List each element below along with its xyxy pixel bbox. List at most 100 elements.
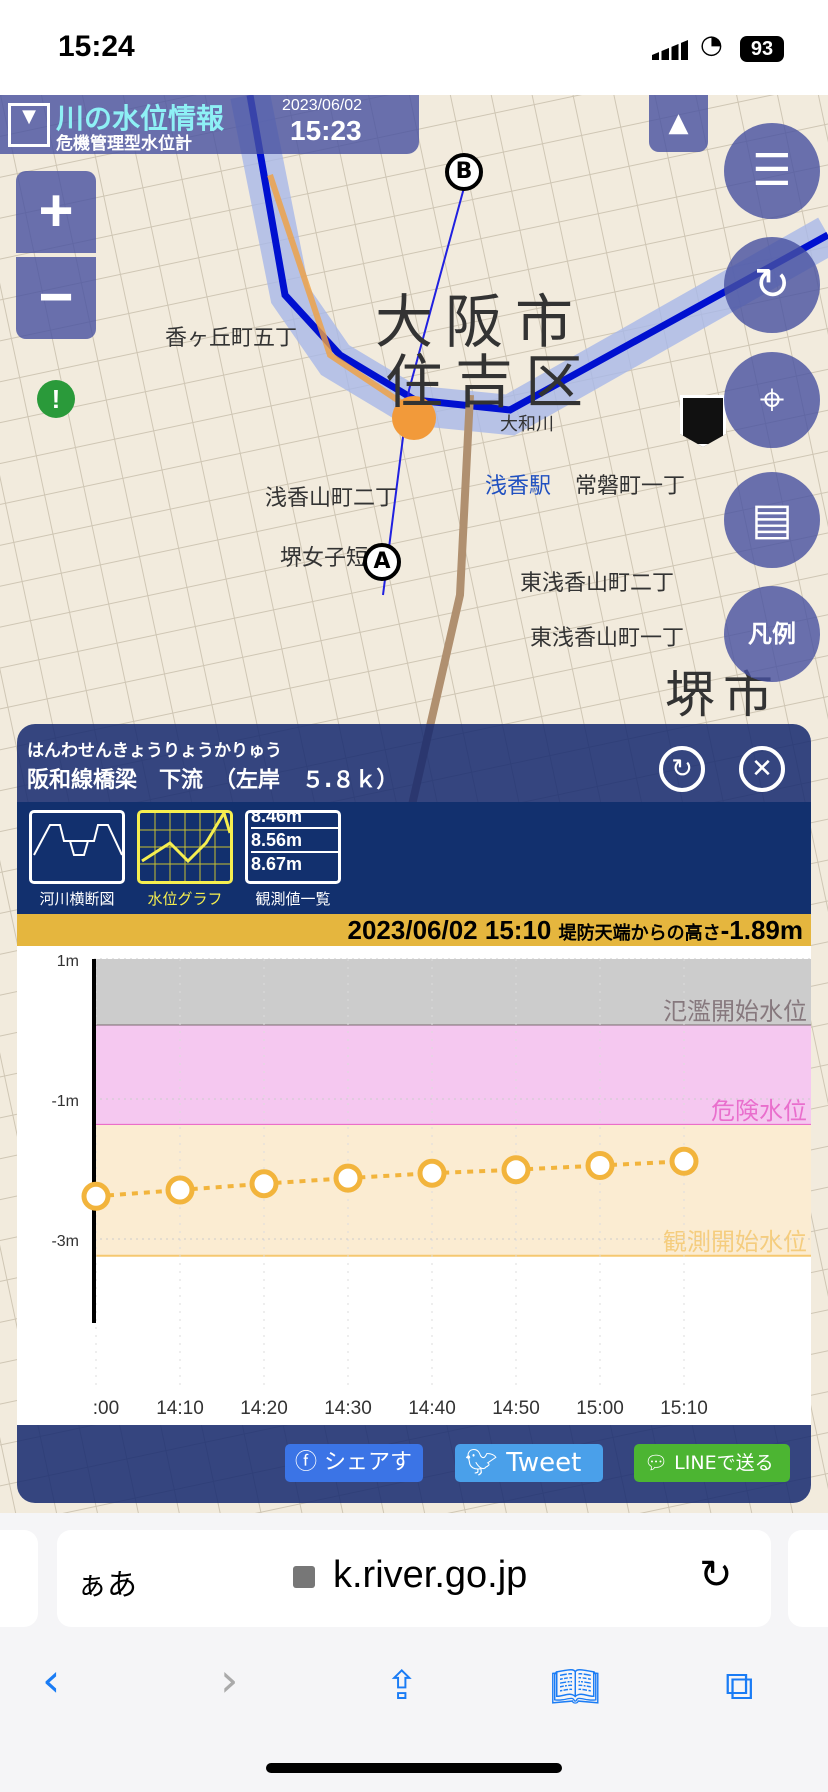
- data-point: [417, 1158, 447, 1188]
- twitter-bird-icon: 🐦︎: [465, 1448, 507, 1478]
- reading-label: 堤防天端からの高さ: [558, 923, 721, 944]
- water-gauge-marker-icon[interactable]: [680, 395, 726, 447]
- tabs-icon[interactable]: ⧉: [725, 1663, 754, 1709]
- x-tick-label: :00: [93, 1398, 119, 1419]
- map-label: 東浅香山町一丁: [530, 626, 685, 651]
- map-label: 浅香山町二丁: [265, 486, 398, 511]
- x-tick-label: 15:10: [660, 1398, 708, 1419]
- threshold-label: 氾濫開始水位: [663, 998, 807, 1026]
- battery-indicator: 93: [740, 36, 784, 62]
- y-tick-label: -3m: [51, 1233, 79, 1250]
- refresh-button[interactable]: ↻: [724, 237, 820, 333]
- data-point: [249, 1169, 279, 1199]
- line-icon: 💬︎: [644, 1452, 675, 1474]
- view-tabs: 河川横断図 水位グラフ 8.46m 8.56m 8.67m 観測値一覧: [17, 802, 811, 914]
- app-subtitle: 危機管理型水位計: [56, 134, 192, 154]
- x-tick-label: 14:10: [156, 1398, 204, 1419]
- refresh-panel-button[interactable]: ↻: [659, 746, 705, 792]
- map-label: 浅香駅: [485, 474, 552, 499]
- legend-button[interactable]: 凡例: [724, 586, 820, 682]
- share-icon[interactable]: ⇪: [385, 1663, 419, 1709]
- document-icon: ▤: [751, 494, 793, 545]
- data-point: [669, 1146, 699, 1176]
- url-text[interactable]: k.river.go.jp: [333, 1554, 528, 1596]
- forward-button[interactable]: ›: [220, 1653, 239, 1707]
- station-panel: はんわせんきょうりょうかりゅう 阪和線橋梁 下流 （左岸 ５.８ｋ） ↻ ✕ 河…: [17, 724, 811, 1503]
- legend-book-icon: 凡例: [748, 620, 796, 648]
- map-label: 常磐町一丁: [575, 474, 686, 499]
- reading-value: -1.89m: [720, 915, 803, 945]
- refresh-icon: ↻: [753, 259, 791, 310]
- scroll-up-button[interactable]: ▲: [649, 95, 708, 152]
- back-button[interactable]: ‹: [42, 1653, 61, 1707]
- map-label: 香ヶ丘町五丁: [165, 326, 298, 351]
- map-label: 大阪市: [375, 288, 586, 356]
- bookmarks-icon[interactable]: 📖︎: [550, 1664, 601, 1710]
- address-bar[interactable]: ぁあ k.river.go.jp ↻: [57, 1530, 771, 1627]
- graph-icon: [137, 809, 233, 884]
- x-tick-label: 15:00: [576, 1398, 624, 1419]
- home-indicator: [266, 1763, 562, 1773]
- y-tick-label: -1m: [51, 1093, 79, 1110]
- header-time: 15:23: [290, 115, 362, 146]
- prev-tab-edge[interactable]: [0, 1530, 38, 1627]
- y-tick-label: 1m: [57, 953, 79, 970]
- water-level-chart: 氾濫開始水位危険水位観測開始水位 1m -1m -3m :00 14:10 14:20 14:…: [17, 946, 811, 1425]
- threshold-label: 観測開始水位: [663, 1228, 807, 1256]
- signal-icon: [652, 40, 688, 60]
- marker-b[interactable]: B: [445, 153, 483, 191]
- wifi-icon: ◔: [700, 30, 723, 60]
- zoom-in-button[interactable]: +: [16, 171, 96, 253]
- list-icon: 8.46m 8.56m 8.67m: [245, 810, 341, 884]
- data-point: [501, 1155, 531, 1185]
- station-marker: [392, 396, 436, 440]
- next-tab-edge[interactable]: [788, 1530, 828, 1627]
- clock: 15:24: [58, 30, 135, 63]
- threshold-label: 危険水位: [711, 1097, 807, 1125]
- facebook-icon: ⓕ: [295, 1450, 324, 1475]
- line-share-button[interactable]: 💬︎ LINEで送る: [634, 1444, 790, 1482]
- data-point: [165, 1175, 195, 1205]
- tab-label: 水位グラフ: [147, 890, 223, 908]
- app-header: ▼ 川の水位情報 危機管理型水位計 2023/06/02 15:23: [0, 95, 419, 154]
- map-label: 大和川: [500, 414, 554, 435]
- threshold-band: [94, 1124, 811, 1256]
- map-label: 東浅香山町二丁: [520, 571, 675, 596]
- current-reading-bar: 2023/06/02 15:10 堤防天端からの高さ-1.89m: [17, 914, 811, 946]
- data-point: [585, 1151, 615, 1180]
- zoom-out-button[interactable]: −: [16, 257, 96, 339]
- x-tick-label: 14:40: [408, 1398, 456, 1419]
- hamburger-icon: ☰: [752, 145, 792, 196]
- tweet-button[interactable]: 🐦︎ Tweet: [455, 1444, 603, 1482]
- station-reading: はんわせんきょうりょうかりゅう: [27, 741, 282, 761]
- menu-button[interactable]: ☰: [724, 123, 820, 219]
- reload-icon[interactable]: ↻: [699, 1552, 733, 1598]
- close-icon: ✕: [751, 754, 773, 784]
- menu-toggle-icon[interactable]: ▼: [8, 103, 50, 147]
- data-point: [81, 1181, 111, 1211]
- location-pin-icon: ⌖: [759, 374, 785, 425]
- close-panel-button[interactable]: ✕: [739, 746, 785, 792]
- cross-section-icon: [29, 810, 125, 884]
- x-tick-label: 14:20: [240, 1398, 288, 1419]
- header-date: 2023/06/02: [282, 97, 363, 114]
- tab-label: 観測値一覧: [255, 890, 331, 908]
- list-button[interactable]: ▤: [724, 472, 820, 568]
- refresh-icon: ↻: [671, 754, 693, 784]
- map-label: 堺女子短: [280, 546, 369, 571]
- x-tick-label: 14:30: [324, 1398, 372, 1419]
- reader-options-button[interactable]: ぁあ: [77, 1568, 137, 1603]
- location-button[interactable]: ⌖: [724, 352, 820, 448]
- threshold-band: [94, 1025, 811, 1125]
- share-bar: ⓕ シェアす 🐦︎ Tweet 💬︎ LINEで送る: [17, 1425, 811, 1503]
- app-title: 川の水位情報: [56, 102, 225, 135]
- panel-header: はんわせんきょうりょうかりゅう 阪和線橋梁 下流 （左岸 ５.８ｋ） ↻ ✕: [17, 724, 811, 802]
- tab-label: 河川横断図: [39, 890, 115, 908]
- reading-datetime: 2023/06/02 15:10: [347, 915, 552, 945]
- threshold-band: [94, 959, 811, 1026]
- browser-chrome: ぁあ k.river.go.jp ↻ ‹ › ⇪ 📖︎ ⧉: [0, 1513, 828, 1792]
- facebook-share-button[interactable]: ⓕ シェアす: [285, 1444, 423, 1482]
- marker-a[interactable]: A: [363, 543, 401, 581]
- alert-icon[interactable]: !: [37, 380, 75, 418]
